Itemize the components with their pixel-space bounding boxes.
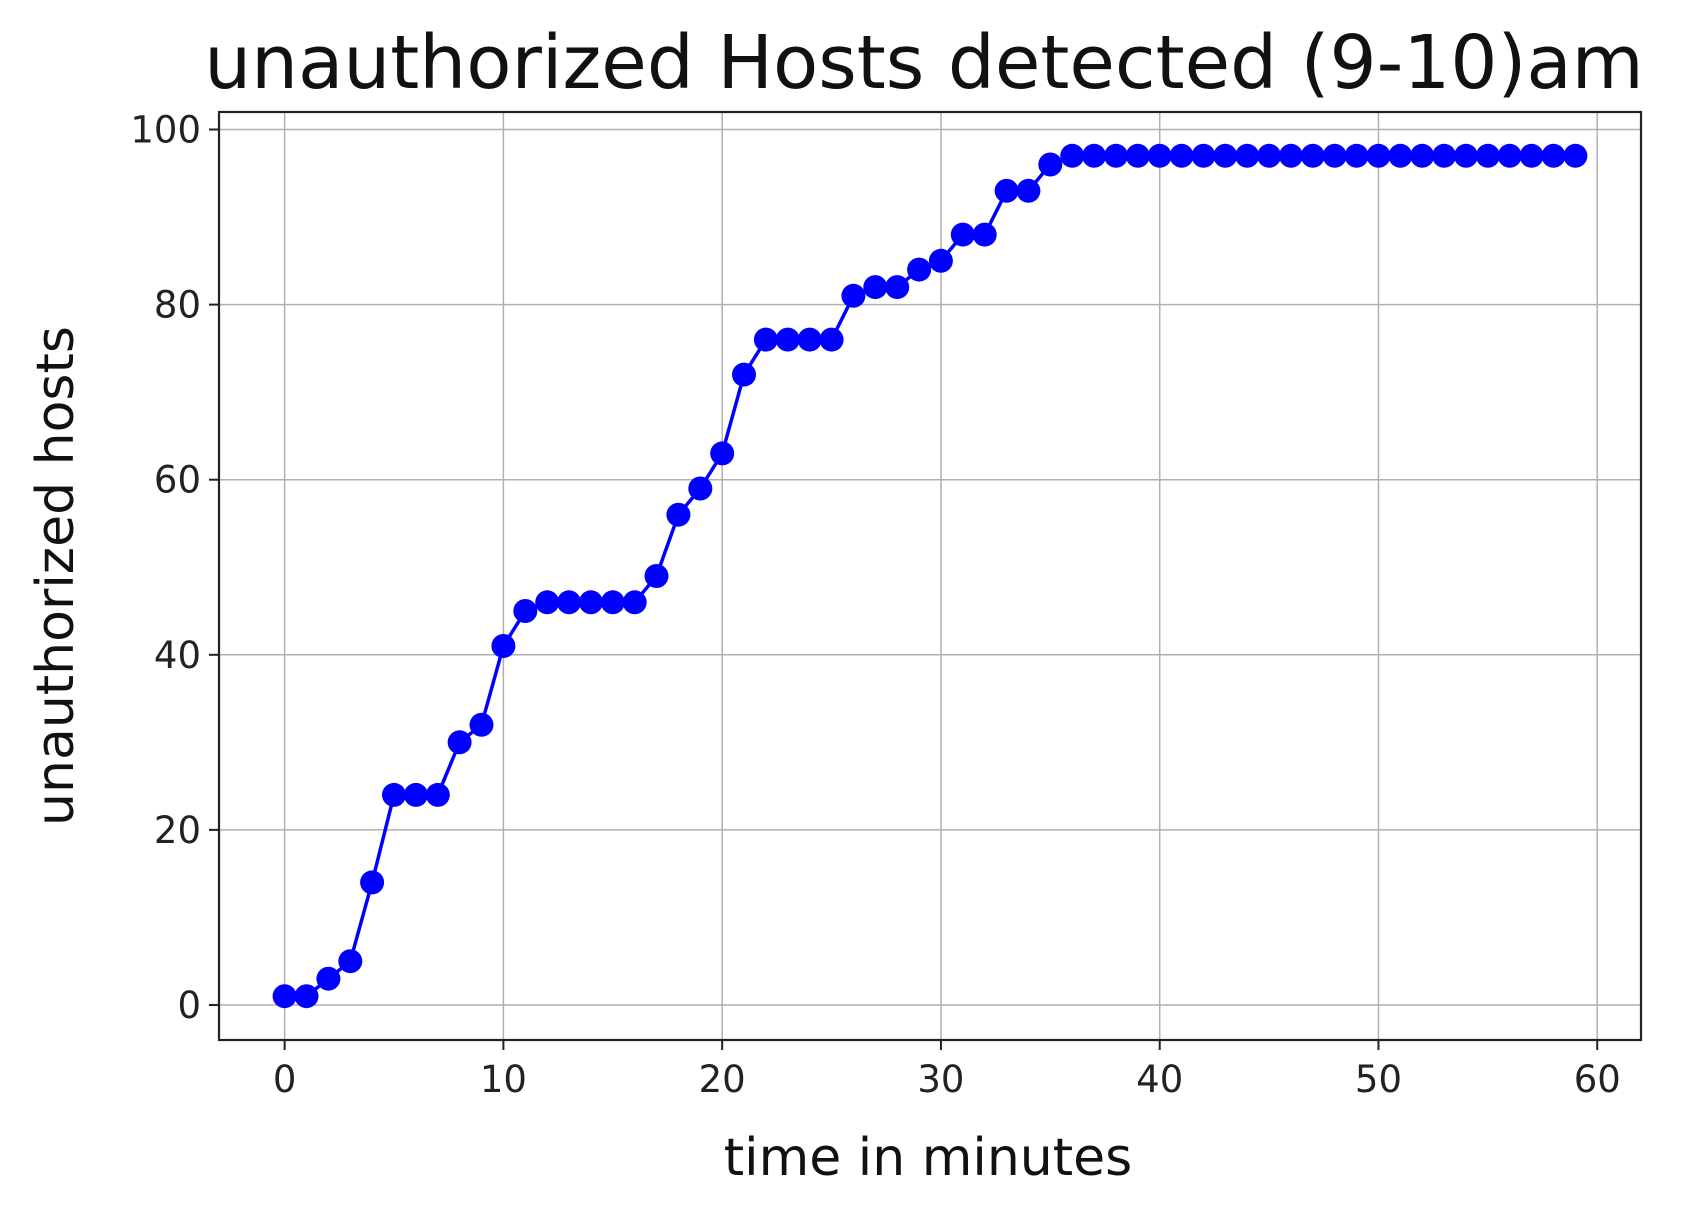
series-line <box>284 154 1576 998</box>
y-tick-label: 0 <box>177 984 201 1027</box>
data-point <box>1038 152 1063 177</box>
x-tick-label: 0 <box>273 1058 297 1101</box>
data-point <box>1060 143 1085 168</box>
data-point <box>1454 143 1478 168</box>
x-tick-label: 60 <box>1574 1058 1621 1101</box>
y-tick-label: 80 <box>154 284 201 327</box>
data-point <box>1169 143 1194 168</box>
x-tick-label: 20 <box>699 1058 746 1101</box>
chart-title: unauthorized Hosts detected (9-10)am <box>204 20 1644 106</box>
data-point <box>863 275 888 300</box>
data-point <box>294 984 319 1009</box>
data-point <box>338 949 363 974</box>
data-point <box>272 984 297 1009</box>
data-point <box>1388 143 1413 168</box>
data-point <box>1300 143 1325 168</box>
data-point <box>491 634 516 658</box>
data-point <box>1344 143 1369 168</box>
y-tick-label: 100 <box>130 109 201 152</box>
data-point <box>753 327 778 352</box>
data-point <box>382 782 406 807</box>
data-point <box>1082 143 1107 168</box>
data-point <box>841 283 866 308</box>
grid <box>219 112 1641 1040</box>
plot-frame <box>217 110 1643 1042</box>
data-series <box>272 143 1588 1009</box>
data-point <box>1366 143 1391 168</box>
data-point <box>1519 143 1544 168</box>
x-tick-label: 50 <box>1355 1058 1402 1101</box>
data-point <box>578 590 603 615</box>
data-point <box>1563 143 1588 168</box>
data-point <box>360 870 385 895</box>
data-point <box>666 502 691 527</box>
data-point <box>907 257 932 282</box>
data-point <box>403 782 428 807</box>
data-point <box>1191 143 1216 168</box>
data-point <box>600 590 625 615</box>
data-point <box>1125 143 1150 168</box>
data-point <box>557 590 581 615</box>
data-point <box>513 599 538 623</box>
data-point <box>1213 143 1238 168</box>
data-point <box>316 966 341 991</box>
data-point <box>1432 143 1457 168</box>
data-point <box>1541 143 1566 168</box>
data-point <box>819 327 844 352</box>
data-point <box>732 362 756 387</box>
data-point <box>1257 143 1282 168</box>
data-point <box>797 327 822 352</box>
data-point <box>1322 143 1347 168</box>
data-point <box>950 222 975 247</box>
y-tick-label: 20 <box>154 809 201 852</box>
x-tick-label: 10 <box>480 1058 527 1101</box>
x-tick-label: 30 <box>917 1058 964 1101</box>
data-point <box>775 327 800 352</box>
data-point <box>1235 143 1260 168</box>
data-point <box>1475 143 1500 168</box>
y-tick-label: 40 <box>154 634 201 677</box>
data-point <box>1016 178 1041 203</box>
data-point <box>622 590 647 615</box>
data-point <box>535 590 560 615</box>
data-point <box>885 275 910 300</box>
data-point <box>425 782 450 807</box>
data-point <box>994 178 1019 203</box>
data-point <box>644 564 669 588</box>
data-point <box>1147 143 1172 168</box>
data-point <box>1279 143 1303 168</box>
x-axis-label: time in minutes <box>724 1128 1132 1188</box>
data-point <box>1410 143 1435 168</box>
data-point <box>972 222 997 247</box>
data-point <box>1497 143 1522 168</box>
data-point <box>1104 143 1128 168</box>
y-tick-label: 60 <box>154 459 201 502</box>
y-axis-label: unauthorized hosts <box>26 326 86 826</box>
data-point <box>469 712 494 737</box>
data-point <box>688 476 713 501</box>
data-point <box>447 730 472 755</box>
x-tick-label: 40 <box>1136 1058 1183 1101</box>
data-point <box>928 248 953 273</box>
axis-ticks: 0 10 20 30 40 50 60 0 20 40 60 80 100 <box>130 109 1620 1101</box>
data-point <box>710 441 735 466</box>
